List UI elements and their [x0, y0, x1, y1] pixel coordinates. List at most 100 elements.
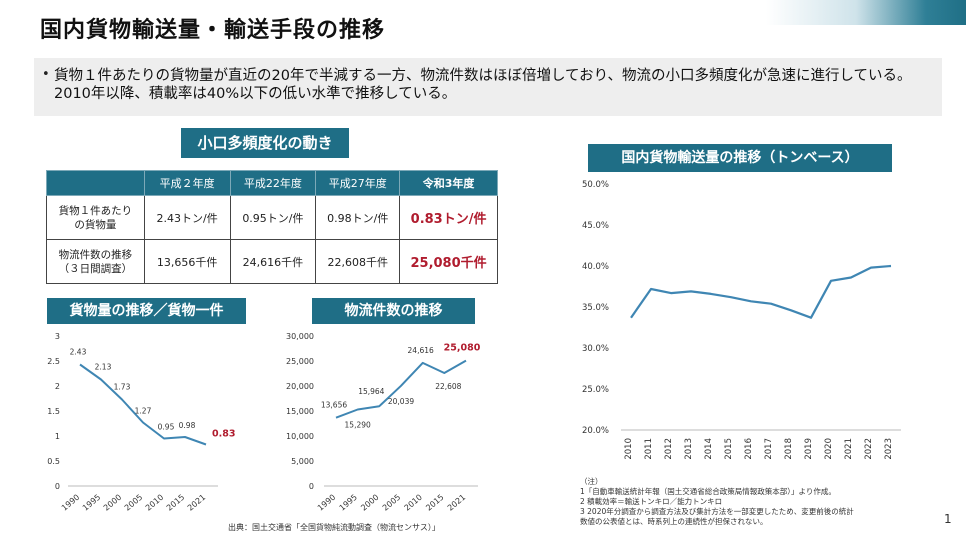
source-note: 出典：国土交通省「全国貨物純流動調査（物流センサス）」	[228, 523, 440, 532]
data-label-highlight: 25,080	[444, 343, 481, 354]
page-number: 1	[944, 512, 952, 526]
y-tick-label: 1	[55, 432, 60, 441]
column-header: 平成22年度	[229, 170, 317, 196]
y-tick-label: 5,000	[291, 457, 314, 466]
count-chart-title: 物流件数の推移	[312, 298, 475, 324]
column-header: 令和3年度	[399, 170, 498, 196]
x-tick-label: 2016	[744, 438, 754, 460]
x-tick-label: 2000	[359, 493, 380, 513]
weight-chart-title: 貨物量の推移／貨物一件	[47, 298, 246, 324]
table-cell: 22,608千件	[315, 239, 401, 284]
data-label: 13,656	[321, 401, 347, 410]
footnote-line: 1「自動車輸送統計年報（国土交通省総合政策局情報政策本部）」より作成。	[580, 487, 836, 496]
column-header: 平成27年度	[315, 170, 401, 196]
table-cell: 24,616千件	[229, 239, 317, 284]
y-tick-label: 30,000	[286, 332, 314, 341]
series-line	[630, 264, 892, 319]
table-cell: 13,656千件	[143, 239, 231, 284]
x-tick-label: 1990	[60, 493, 81, 513]
x-tick-label: 2005	[381, 493, 402, 513]
table-cell: 0.95トン/件	[229, 195, 317, 240]
y-tick-label: 50.0%	[582, 180, 609, 190]
y-tick-label: 0	[55, 482, 60, 491]
x-tick-label: 2017	[764, 438, 774, 460]
footnotes: （注） 1「自動車輸送統計年報（国土交通省総合政策局情報政策本部）」より作成。 …	[580, 477, 910, 527]
x-tick-label: 2019	[804, 438, 814, 460]
y-tick-label: 40.0%	[582, 262, 609, 272]
table-cell: 2.43トン/件	[143, 195, 231, 240]
x-tick-label: 2023	[884, 438, 894, 460]
table-cell-highlight: 0.83トン/件	[399, 195, 498, 240]
table-header-row: 平成２年度 平成22年度 平成27年度 令和3年度	[46, 170, 498, 196]
x-tick-label: 2021	[844, 438, 854, 460]
trend-table: 平成２年度 平成22年度 平成27年度 令和3年度 貨物１件あたり の貨物量 2…	[46, 170, 498, 284]
x-tick-label: 2000	[102, 493, 123, 513]
footnote-line: 2 積載効率＝輸送トンキロ／能力トンキロ	[580, 497, 723, 506]
y-tick-label: 45.0%	[582, 221, 609, 231]
data-label: 2.43	[70, 348, 87, 357]
x-tick-label: 2013	[684, 438, 694, 460]
y-tick-label: 20,000	[286, 382, 314, 391]
weight-per-shipment-chart: 0 0.5 1 1.5 2 2.5 3 1990 1995 2000 2005 2010 2015 202…	[47, 332, 235, 513]
y-tick-label: 25,000	[286, 357, 314, 366]
data-label: 0.98	[179, 421, 196, 430]
y-tick-label: 2.5	[47, 357, 60, 366]
domestic-freight-chart: 20.0% 25.0% 30.0% 35.0% 40.0% 45.0% 50.0% 2010 2…	[582, 180, 901, 460]
y-tick-label: 1.5	[47, 407, 60, 416]
y-tick-label: 20.0%	[582, 426, 609, 436]
table-row: 物流件数の推移 （３日間調査） 13,656千件 24,616千件 22,608…	[46, 239, 498, 284]
y-tick-label: 2	[55, 382, 60, 391]
x-tick-label: 2021	[446, 493, 467, 513]
column-header: 平成２年度	[143, 170, 231, 196]
x-tick-label: 2021	[186, 493, 207, 513]
x-tick-label: 2011	[644, 438, 654, 460]
row-header: 物流件数の推移 （３日間調査）	[46, 239, 145, 284]
x-tick-label: 2015	[724, 438, 734, 460]
x-tick-label: 1995	[81, 493, 102, 513]
series-line	[79, 363, 207, 446]
summary-text: 貨物１件あたりの貨物量が直近の20年で半減する一方、物流件数はほぼ倍増しており、…	[54, 68, 912, 102]
data-label: 24,616	[408, 346, 434, 355]
row-header: 貨物１件あたり の貨物量	[46, 195, 145, 240]
row-header-line: の貨物量	[74, 218, 117, 231]
x-tick-label: 2022	[864, 438, 874, 460]
data-label-highlight: 0.83	[212, 429, 235, 440]
table-cell: 0.98トン/件	[315, 195, 401, 240]
x-tick-label: 2015	[165, 493, 186, 513]
data-label: 0.95	[158, 423, 175, 432]
table-row: 貨物１件あたり の貨物量 2.43トン/件 0.95トン/件 0.98トン/件 …	[46, 195, 498, 240]
page-title: 国内貨物輸送量・輸送手段の推移	[40, 18, 386, 43]
y-tick-label: 0.5	[47, 457, 60, 466]
summary-box: • 貨物１件あたりの貨物量が直近の20年で半減する一方、物流件数はほぼ倍増してお…	[34, 58, 942, 116]
data-label: 15,964	[358, 387, 384, 396]
y-tick-label: 15,000	[286, 407, 314, 416]
y-tick-label: 35.0%	[582, 303, 609, 313]
x-tick-label: 1995	[338, 493, 359, 513]
data-label: 1.73	[114, 383, 131, 392]
x-tick-label: 2005	[123, 493, 144, 513]
x-tick-label: 2014	[704, 438, 714, 460]
corner-decoration-bar	[766, 0, 966, 25]
row-header-line: 貨物１件あたり	[58, 204, 133, 217]
x-tick-label: 2010	[624, 438, 634, 460]
y-tick-label: 10,000	[286, 432, 314, 441]
table-corner-cell	[46, 170, 145, 196]
trend-section-label: 小口多頻度化の動き	[181, 128, 349, 158]
y-tick-label: 25.0%	[582, 385, 609, 395]
data-label: 1.27	[135, 407, 152, 416]
x-tick-label: 1990	[316, 493, 337, 513]
data-label: 20,039	[388, 397, 414, 406]
shipment-count-chart: 0 5,000 10,000 15,000 20,000 25,000 30,000 1990…	[286, 332, 481, 513]
y-tick-label: 0	[309, 482, 314, 491]
row-header-line: 物流件数の推移	[58, 248, 133, 261]
x-tick-label: 2010	[403, 493, 424, 513]
data-label: 15,290	[345, 421, 371, 430]
footnote-line: 数値の公表値とは、時系列上の連続性が担保されない。	[580, 517, 768, 526]
y-tick-label: 3	[55, 332, 60, 341]
row-header-line: （３日間調査）	[58, 262, 133, 275]
footnote-line: 3 2020年分調査から調査方法及び集計方法を一部変更したため、変更前後の統計	[580, 507, 854, 516]
y-tick-label: 30.0%	[582, 344, 609, 354]
x-tick-label: 2020	[824, 438, 834, 460]
x-tick-label: 2012	[664, 438, 674, 460]
bullet-icon: •	[42, 67, 50, 82]
